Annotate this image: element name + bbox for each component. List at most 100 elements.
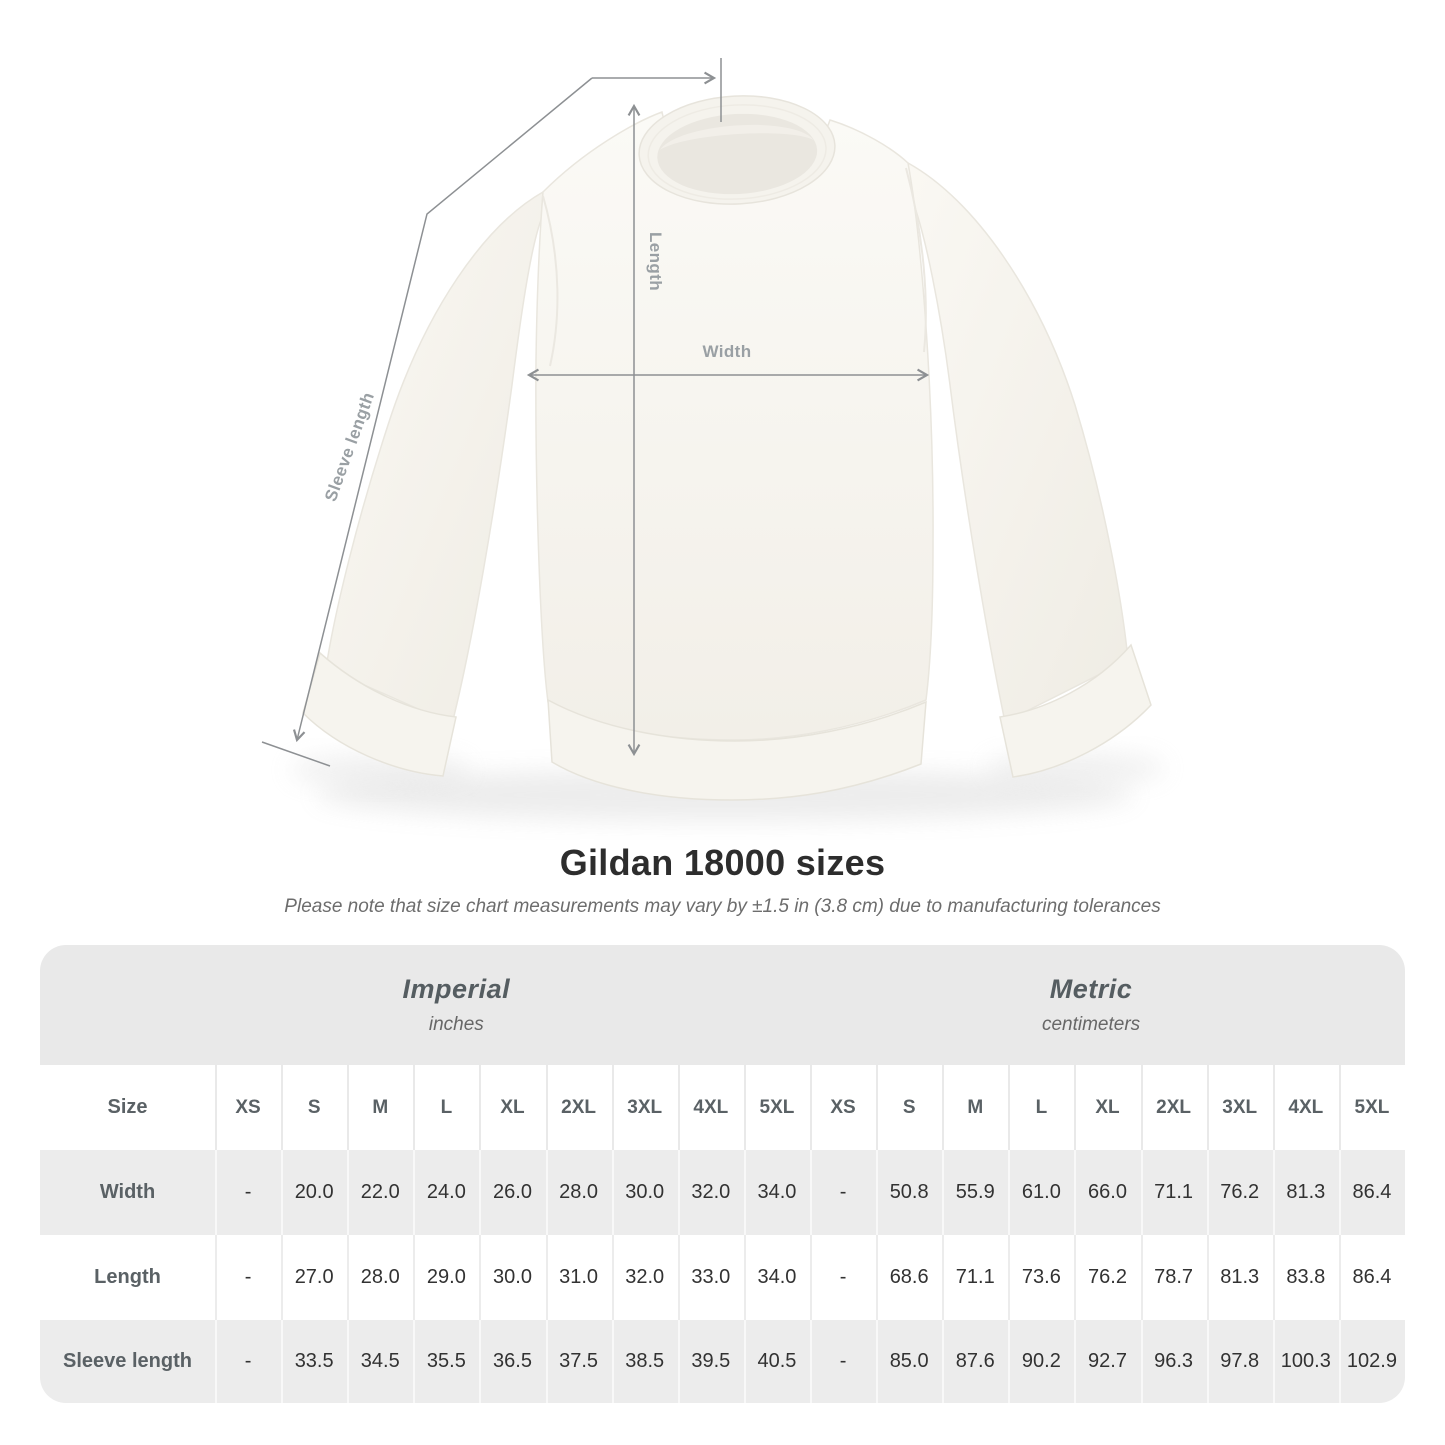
size-header-metric-l: L <box>1008 1065 1074 1150</box>
value-cell: 71.1 <box>942 1235 1008 1320</box>
length-measure-label: Length <box>646 232 665 292</box>
unit-group-header-row: Imperial inches Metric centimeters <box>40 945 1405 1065</box>
size-header-imperial-2xl: 2XL <box>546 1065 612 1150</box>
value-cell: 35.5 <box>413 1320 479 1403</box>
value-cell: 102.9 <box>1339 1320 1405 1403</box>
value-cell: 26.0 <box>479 1150 545 1235</box>
value-cell: 90.2 <box>1008 1320 1074 1403</box>
value-cell: - <box>810 1320 876 1403</box>
value-cell: 34.0 <box>744 1235 810 1320</box>
page-title: Gildan 18000 sizes <box>559 842 886 883</box>
sweatshirt-illustration <box>261 58 1165 821</box>
table-row: Length -27.0 28.0 29.0 30.0 31.0 32.0 33.0 34.0-… <box>40 1235 1405 1320</box>
imperial-group-header: Imperial inches <box>403 974 511 1036</box>
value-cell: 38.5 <box>612 1320 678 1403</box>
value-cell: 81.3 <box>1273 1150 1339 1235</box>
left-cuff <box>302 651 457 777</box>
value-cell: 30.0 <box>612 1150 678 1235</box>
size-header-metric-5xl: 5XL <box>1339 1065 1405 1150</box>
value-cell: 27.0 <box>281 1235 347 1320</box>
value-cell: 68.6 <box>876 1235 942 1320</box>
value-cell: 28.0 <box>347 1235 413 1320</box>
right-sleeve <box>907 161 1129 724</box>
value-cell: 66.0 <box>1074 1150 1140 1235</box>
value-cell: 33.5 <box>281 1320 347 1403</box>
size-header-metric-xs: XS <box>810 1065 876 1150</box>
value-cell: 97.8 <box>1207 1320 1273 1403</box>
size-header-metric-2xl: 2XL <box>1141 1065 1207 1150</box>
value-cell: - <box>810 1235 876 1320</box>
value-cell: 96.3 <box>1141 1320 1207 1403</box>
value-cell: 71.1 <box>1141 1150 1207 1235</box>
value-cell: 31.0 <box>546 1235 612 1320</box>
value-cell: 32.0 <box>678 1150 744 1235</box>
value-cell: 76.2 <box>1074 1235 1140 1320</box>
right-cuff <box>999 643 1152 778</box>
imperial-subtitle: inches <box>428 1014 484 1035</box>
value-cell: 24.0 <box>413 1150 479 1235</box>
size-header-metric-m: M <box>942 1065 1008 1150</box>
value-cell: 50.8 <box>876 1150 942 1235</box>
size-header-metric-4xl: 4XL <box>1273 1065 1339 1150</box>
size-header-imperial-3xl: 3XL <box>612 1065 678 1150</box>
size-header-imperial-5xl: 5XL <box>744 1065 810 1150</box>
imperial-title: Imperial <box>402 974 511 1004</box>
value-cell: - <box>215 1150 281 1235</box>
tolerance-note: Please note that size chart measurements… <box>284 896 1161 917</box>
value-cell: 100.3 <box>1273 1320 1339 1403</box>
value-cell: 20.0 <box>281 1150 347 1235</box>
size-header-row: Size XS S M L XL 2XL 3XL 4XL 5XL XS S M L XL 2XL 3XL 4XL 5… <box>40 1065 1405 1150</box>
value-cell: 28.0 <box>546 1150 612 1235</box>
measurement-lines <box>261 58 930 767</box>
metric-group-header: Metric centimeters <box>1042 974 1140 1036</box>
size-header-metric-s: S <box>876 1065 942 1150</box>
row-label: Sleeve length <box>63 1350 192 1372</box>
size-header-imperial-4xl: 4XL <box>678 1065 744 1150</box>
product-measurement-diagram: Length Width Sleeve length <box>261 58 1165 821</box>
size-chart-table: Imperial inches Metric centimeters Size X… <box>40 945 1405 1403</box>
value-cell: 32.0 <box>612 1235 678 1320</box>
torso <box>535 110 934 741</box>
value-cell: 34.5 <box>347 1320 413 1403</box>
size-header-imperial-s: S <box>281 1065 347 1150</box>
width-measure-label: Width <box>702 342 752 361</box>
size-header-imperial-m: M <box>347 1065 413 1150</box>
value-cell: 83.8 <box>1273 1235 1339 1320</box>
value-cell: - <box>215 1235 281 1320</box>
left-sleeve <box>325 190 544 726</box>
size-column-title: Size <box>107 1096 148 1118</box>
value-cell: 61.0 <box>1008 1150 1074 1235</box>
metric-subtitle: centimeters <box>1041 1014 1141 1035</box>
value-cell: 78.7 <box>1141 1235 1207 1320</box>
value-cell: 37.5 <box>546 1320 612 1403</box>
value-cell: 73.6 <box>1008 1235 1074 1320</box>
value-cell: 85.0 <box>876 1320 942 1403</box>
sleeve-length-line <box>292 77 593 743</box>
value-cell: 34.0 <box>744 1150 810 1235</box>
value-cell: 29.0 <box>413 1235 479 1320</box>
value-cell: - <box>810 1150 876 1235</box>
value-cell: 87.6 <box>942 1320 1008 1403</box>
value-cell: 76.2 <box>1207 1150 1273 1235</box>
value-cell: 36.5 <box>479 1320 545 1403</box>
row-label: Length <box>94 1266 161 1288</box>
value-cell: 92.7 <box>1074 1320 1140 1403</box>
size-header-imperial-l: L <box>413 1065 479 1150</box>
value-cell: 40.5 <box>744 1320 810 1403</box>
value-cell: 33.0 <box>678 1235 744 1320</box>
value-cell: 30.0 <box>479 1235 545 1320</box>
size-header-metric-xl: XL <box>1074 1065 1140 1150</box>
value-cell: 55.9 <box>942 1150 1008 1235</box>
left-armhole-seam <box>542 195 559 367</box>
value-cell: 86.4 <box>1339 1235 1405 1320</box>
size-header-metric-3xl: 3XL <box>1207 1065 1273 1150</box>
sleeve-end-tick <box>261 741 331 767</box>
value-cell: 22.0 <box>347 1150 413 1235</box>
hem-band <box>547 698 927 801</box>
value-cell: 39.5 <box>678 1320 744 1403</box>
value-cell: - <box>215 1320 281 1403</box>
metric-title: Metric <box>1049 974 1133 1004</box>
collar <box>638 95 836 205</box>
value-cell: 86.4 <box>1339 1150 1405 1235</box>
size-header-imperial-xl: XL <box>479 1065 545 1150</box>
